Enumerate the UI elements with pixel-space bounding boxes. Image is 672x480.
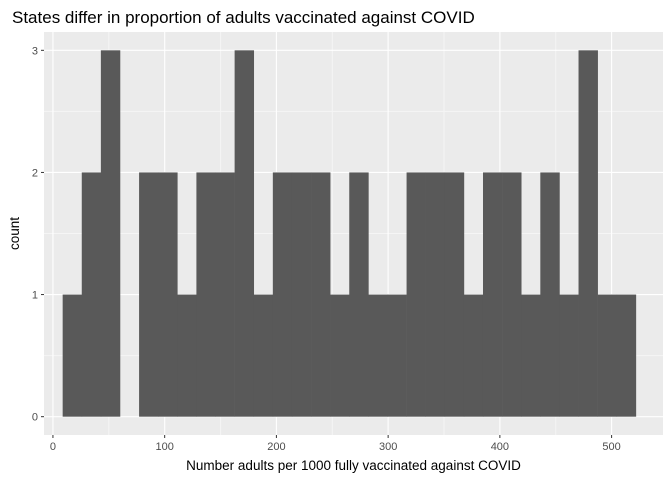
y-tick-label: 3: [32, 45, 38, 57]
y-tick-label: 0: [32, 412, 38, 424]
x-tick-label: 500: [602, 441, 620, 453]
histogram-bar: [444, 172, 465, 417]
histogram-bar: [502, 172, 522, 417]
histogram-bar: [425, 172, 446, 417]
histogram-bar: [253, 294, 274, 417]
x-tick-label: 0: [50, 441, 56, 453]
histogram-bar: [139, 172, 159, 417]
histogram-bar: [81, 172, 102, 417]
histogram-bar: [177, 294, 197, 417]
chart-title: States differ in proportion of adults va…: [12, 8, 475, 27]
y-axis-ticks: 0 1 2 3: [32, 45, 44, 424]
x-axis-title: Number adults per 1000 fully vaccinated …: [186, 458, 521, 473]
x-tick-label: 400: [491, 441, 509, 453]
histogram-bar: [215, 172, 235, 417]
histogram-bar: [349, 172, 369, 417]
histogram-bar: [387, 294, 407, 417]
x-tick-label: 100: [155, 441, 173, 453]
histogram-bar: [272, 172, 293, 417]
histogram-bar: [540, 172, 560, 417]
y-axis-title: count: [7, 217, 22, 250]
histogram-bar: [158, 172, 178, 417]
x-tick-label: 200: [267, 441, 285, 453]
histogram-bar: [196, 172, 216, 417]
y-tick-label: 2: [32, 167, 38, 179]
histogram-bar: [482, 172, 503, 417]
x-axis-ticks: 0 100 200 300 400 500: [50, 435, 621, 453]
y-tick-label: 1: [32, 290, 38, 302]
histogram-bar: [597, 294, 618, 417]
histogram-bar: [311, 172, 331, 417]
histogram-bar: [291, 172, 312, 417]
histogram-bar: [330, 294, 350, 417]
histogram-bar: [62, 294, 83, 417]
histogram-bar: [406, 172, 426, 417]
histogram-bar: [578, 50, 598, 417]
histogram-bar: [559, 294, 579, 417]
histogram-bar: [368, 294, 388, 417]
histogram-bar: [234, 50, 255, 417]
histogram-bar: [100, 50, 121, 417]
histogram-bar: [616, 294, 637, 417]
histogram-bar: [463, 294, 484, 417]
histogram-bar: [521, 294, 541, 417]
x-tick-label: 300: [379, 441, 397, 453]
histogram-bars: [62, 50, 637, 417]
